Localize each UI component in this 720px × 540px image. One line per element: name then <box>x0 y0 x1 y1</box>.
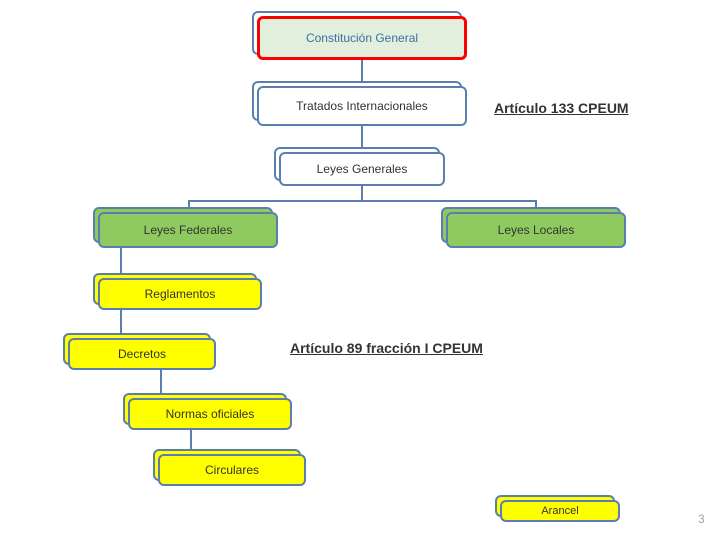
connector-3 <box>361 186 363 200</box>
node-circulares: Circulares <box>158 454 306 486</box>
node-federales: Leyes Federales <box>98 212 278 248</box>
connector-2 <box>188 200 536 202</box>
node-tratados: Tratados Internacionales <box>257 86 467 126</box>
node-arancel: Arancel <box>500 500 620 522</box>
node-normas: Normas oficiales <box>128 398 292 430</box>
node-constitucion: Constitución General <box>257 16 467 60</box>
annotation-art89: Artículo 89 fracción I CPEUM <box>290 340 483 356</box>
annotation-art133: Artículo 133 CPEUM <box>494 100 629 116</box>
page-number: 3 <box>698 512 705 526</box>
node-generales: Leyes Generales <box>279 152 445 186</box>
node-reglamentos: Reglamentos <box>98 278 262 310</box>
node-decretos: Decretos <box>68 338 216 370</box>
node-locales: Leyes Locales <box>446 212 626 248</box>
